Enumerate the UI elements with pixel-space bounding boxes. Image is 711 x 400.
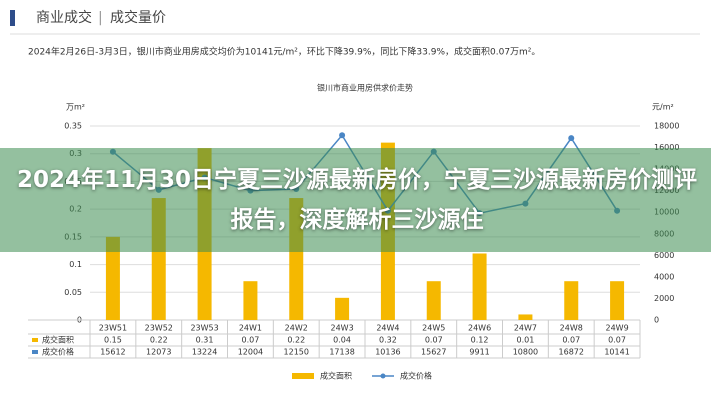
x-tick-label: 24W1 — [239, 324, 262, 333]
y2-tick-label: 4000 — [654, 272, 674, 281]
legend-marker — [380, 373, 386, 379]
table-row-label: 成交面积 — [42, 335, 74, 345]
table-value: 13224 — [192, 348, 217, 357]
y2-tick-label: 6000 — [654, 251, 674, 260]
table-value: 12004 — [238, 348, 263, 357]
table-value: 0.22 — [150, 336, 168, 345]
legend-swatch — [292, 373, 314, 379]
table-value: 0.07 — [242, 336, 260, 345]
table-value: 0.01 — [517, 336, 535, 345]
banner-title: 2024年11月30日宁夏三沙源最新房价，宁夏三沙源最新房价测评报告，深度解析三… — [16, 167, 698, 233]
header-title: 商业成交 — [36, 9, 92, 26]
table-value: 10800 — [513, 348, 538, 357]
header-section: 成交量价 — [110, 9, 166, 26]
bar — [426, 281, 441, 320]
header-icon — [10, 10, 15, 26]
table-value: 0.07 — [608, 336, 626, 345]
table-value: 12073 — [146, 348, 171, 357]
y-tick-label: 0.1 — [69, 260, 82, 269]
banner — [0, 148, 711, 252]
y-label: 万m² — [66, 103, 85, 112]
bar — [518, 314, 533, 320]
table-value: 0.31 — [196, 336, 214, 345]
table-value: 0.22 — [287, 336, 305, 345]
x-tick-label: 24W6 — [468, 324, 491, 333]
table-swatch — [32, 338, 38, 342]
table-value: 15627 — [421, 348, 446, 357]
table-value: 0.15 — [104, 336, 122, 345]
bar — [243, 281, 258, 320]
table-value: 9911 — [469, 348, 489, 357]
x-tick-label: 24W2 — [285, 324, 308, 333]
price-point — [568, 135, 575, 142]
x-tick-label: 24W5 — [422, 324, 445, 333]
legend-label: 成交价格 — [400, 371, 432, 381]
table-value: 0.07 — [425, 336, 443, 345]
x-tick-label: 23W53 — [190, 324, 218, 333]
table-value: 12150 — [284, 348, 309, 357]
header-sep: | — [98, 10, 103, 26]
x-tick-label: 24W3 — [330, 324, 353, 333]
y2-label: 元/m² — [652, 103, 674, 112]
bar — [610, 281, 625, 320]
table-value: 15612 — [100, 348, 125, 357]
y-tick-label: 0.05 — [64, 288, 82, 297]
x-tick-label: 24W9 — [605, 324, 628, 333]
y-tick-label: 0.35 — [64, 122, 82, 131]
table-value: 16872 — [559, 348, 584, 357]
bar — [472, 253, 487, 320]
chart-title: 银川市商业用房供求价走势 — [317, 83, 413, 93]
legend-label: 成交面积 — [320, 371, 352, 381]
y2-tick-label: 16000 — [654, 143, 679, 152]
bar — [105, 236, 120, 320]
y2-tick-label: 18000 — [654, 122, 679, 131]
y2-tick-label: 2000 — [654, 294, 674, 303]
y2-tick-label: 0 — [654, 316, 659, 325]
table-value: 0.12 — [471, 336, 489, 345]
x-tick-label: 24W8 — [560, 324, 583, 333]
table-value: 0.04 — [333, 336, 351, 345]
x-tick-label: 23W52 — [145, 324, 173, 333]
x-tick-label: 24W7 — [514, 324, 537, 333]
subtitle: 2024年2月26日-3月3日，银川市商业用房成交均价为10141元/m²，环比… — [28, 46, 540, 58]
table-value: 10136 — [375, 348, 400, 357]
x-tick-label: 23W51 — [99, 324, 127, 333]
table-value: 0.07 — [562, 336, 580, 345]
table-swatch — [32, 350, 38, 354]
bar — [564, 281, 579, 320]
table-row-label: 成交价格 — [42, 347, 74, 357]
x-tick-label: 24W4 — [376, 324, 399, 333]
table-value: 0.32 — [379, 336, 397, 345]
price-point — [339, 132, 346, 139]
table-value: 10141 — [604, 348, 629, 357]
bar — [335, 297, 350, 320]
table-value: 17138 — [329, 348, 354, 357]
